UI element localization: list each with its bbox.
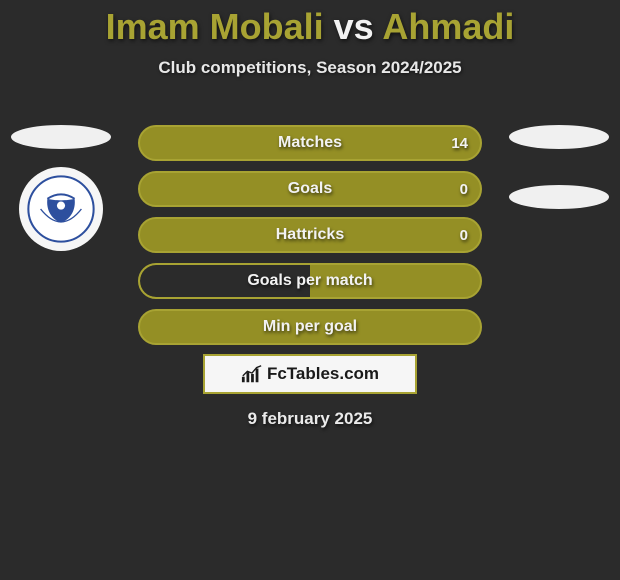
branding-box[interactable]: FcTables.com [203, 354, 417, 394]
stat-label: Matches [140, 127, 480, 159]
right-club-badge-placeholder [509, 185, 609, 209]
stat-value-right: 0 [460, 219, 468, 251]
stat-row: Goals0 [138, 171, 482, 207]
stats-list: Matches14Goals0Hattricks0Goals per match… [138, 125, 482, 355]
right-country-badge [509, 125, 609, 149]
stat-row: Min per goal [138, 309, 482, 345]
stat-row: Hattricks0 [138, 217, 482, 253]
title-player1: Imam Mobali [106, 6, 324, 47]
right-player-column [504, 125, 614, 227]
stat-label: Goals per match [140, 265, 480, 297]
left-country-badge [11, 125, 111, 149]
left-player-column [6, 125, 116, 251]
brand-text: FcTables.com [267, 364, 379, 384]
date-line: 9 february 2025 [0, 409, 620, 429]
title-player2: Ahmadi [382, 6, 514, 47]
subtitle: Club competitions, Season 2024/2025 [0, 58, 620, 78]
stat-row: Goals per match [138, 263, 482, 299]
stat-value-right: 0 [460, 173, 468, 205]
club-crest-icon [27, 175, 95, 243]
stat-value-right: 14 [451, 127, 468, 159]
page-title: Imam Mobali vs Ahmadi [0, 0, 620, 48]
left-club-badge [19, 167, 103, 251]
stat-label: Goals [140, 173, 480, 205]
title-vs: vs [334, 6, 374, 47]
bar-chart-icon [241, 364, 263, 384]
stat-label: Hattricks [140, 219, 480, 251]
stat-row: Matches14 [138, 125, 482, 161]
stat-label: Min per goal [140, 311, 480, 343]
